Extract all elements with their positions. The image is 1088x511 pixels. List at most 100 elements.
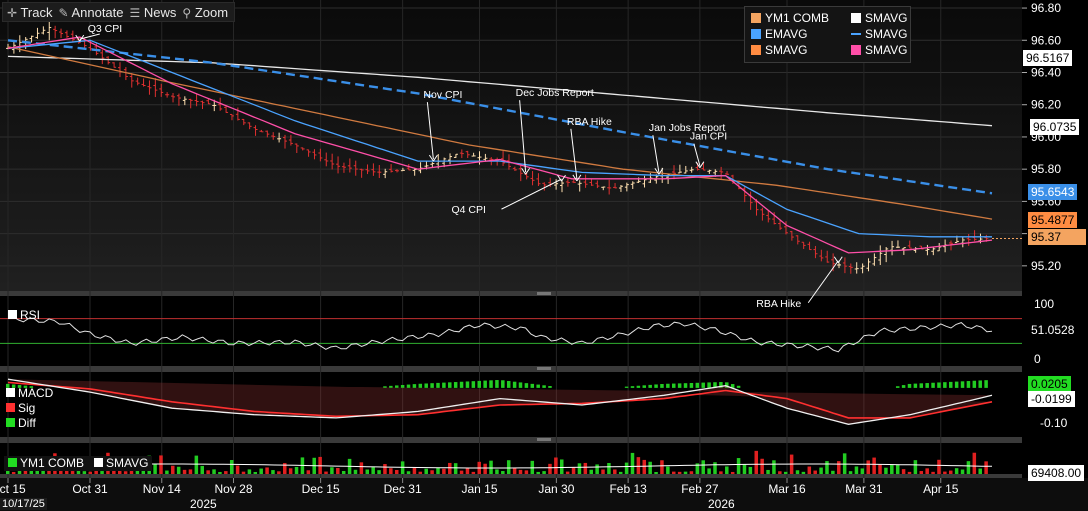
x-tick-label: Jan 30 (538, 482, 574, 496)
macd-diff-bar (630, 386, 635, 388)
volume-bar (265, 467, 269, 474)
volume-bar (294, 466, 299, 474)
volume-bar (783, 471, 788, 474)
macd-diff-bar (730, 384, 735, 388)
legend-item-smavg-dashed[interactable]: SMAVG (851, 27, 907, 41)
volume-bar (630, 452, 635, 474)
volume-bar (365, 469, 370, 474)
macd-diff-bar (17, 385, 22, 388)
panel-resize-handle (537, 292, 551, 295)
macd-diff-bar (23, 385, 28, 388)
volume-bar (848, 471, 853, 474)
x-axis-bg (0, 478, 1088, 511)
volume-bar (495, 469, 499, 474)
macd-diff-bar (400, 384, 405, 388)
news-button[interactable]: ☰ News (130, 5, 177, 20)
volume-bar (760, 458, 764, 474)
legend-item-smavg-pink[interactable]: SMAVG (851, 43, 907, 57)
legend-item-emavg[interactable]: EMAVG (751, 27, 807, 41)
x-tick-label: Nov 14 (143, 482, 181, 496)
volume-bar (648, 461, 652, 474)
volume-bar (459, 470, 464, 474)
volume-bar (88, 471, 93, 474)
volume-sma-legend-item[interactable]: SMAVG (94, 456, 148, 471)
annotation-leader (79, 33, 100, 40)
volume-bar (94, 470, 98, 474)
annotate-button[interactable]: ✎ Annotate (58, 5, 123, 20)
volume-bar (430, 470, 434, 474)
legend-swatch (851, 45, 861, 55)
annotation-arrow (833, 256, 843, 264)
legend-label: SMAVG (865, 43, 908, 57)
volume-bar (654, 471, 658, 474)
volume-bar (82, 471, 87, 474)
series-line-emavg-3 (7, 39, 992, 238)
volume-bar (424, 468, 428, 474)
volume-bar (966, 461, 971, 474)
x-tick-label: Mar 31 (845, 482, 883, 496)
macd-diff-bar (530, 383, 535, 388)
search-icon: ⚲ (182, 5, 192, 20)
diff-legend-item[interactable]: Diff (6, 416, 53, 431)
rsi-tick-100: 100 (1034, 297, 1055, 311)
annotation-label: Nov CPI (423, 89, 462, 101)
volume-legend: YM1 COMB SMAVG (4, 456, 153, 471)
volume-bar (330, 467, 334, 474)
volume-bar (778, 471, 782, 474)
volume-bar (224, 471, 228, 474)
volume-bar (506, 460, 511, 474)
macd-diff-bar (671, 383, 676, 388)
macd-diff-bar (719, 382, 723, 388)
macd-diff-bar (383, 386, 387, 388)
macd-diff-bar (6, 383, 10, 388)
volume-bar (860, 468, 865, 474)
annotation-leader (570, 128, 578, 179)
volume-bar (259, 468, 263, 474)
legend-swatch (751, 13, 761, 23)
volume-bar (288, 468, 293, 474)
macd-diff-bar (453, 382, 458, 388)
legend-item-smavg-orange[interactable]: SMAVG (751, 43, 807, 57)
legend-item-ym1-comb[interactable]: YM1 COMB (751, 11, 829, 25)
volume-bar (548, 463, 552, 474)
rsi-legend[interactable]: RSI (8, 308, 40, 322)
diff-label: Diff (18, 416, 36, 430)
volume-bar (772, 460, 776, 474)
legend-swatch (94, 458, 104, 467)
sig-legend-item[interactable]: Sig (6, 401, 53, 416)
y-tick-label: 95.20 (1031, 259, 1061, 273)
macd-legend-item[interactable]: MACD (6, 386, 53, 401)
legend-item-smavg-white[interactable]: SMAVG (851, 11, 907, 25)
volume-bar (601, 469, 605, 474)
macd-diff-bar (471, 381, 476, 388)
volume-legend-item[interactable]: YM1 COMB (8, 456, 84, 471)
price-tag-blue-sma: 95.6543 (1028, 184, 1078, 200)
annotation-label: Q3 CPI (88, 23, 122, 35)
volume-bar (489, 460, 493, 474)
macd-diff-bar (536, 384, 540, 388)
volume-bar (159, 455, 163, 474)
macd-tag-macd: -0.0199 (1028, 391, 1075, 407)
volume-bar (695, 463, 700, 474)
volume-bar (660, 460, 664, 474)
volume-bar (188, 469, 193, 474)
volume-bar (76, 470, 81, 474)
volume-bar (618, 471, 623, 474)
macd-diff-bar (418, 383, 423, 388)
volume-bar (501, 471, 505, 474)
annotation-label: Jan CPI (690, 131, 727, 143)
sig-label: Sig (18, 401, 36, 415)
volume-bar (819, 467, 823, 474)
volume-bar (277, 471, 281, 474)
track-button[interactable]: ✛ Track (7, 5, 52, 20)
zoom-button[interactable]: ⚲ Zoom (182, 5, 228, 20)
volume-bar (978, 468, 982, 474)
volume-bar (925, 468, 929, 474)
y-tick-label: 96.80 (1031, 1, 1061, 15)
legend-swatch (6, 403, 15, 412)
annotation-arrow (428, 154, 438, 162)
macd-diff-bar (636, 385, 641, 388)
volume-bar (64, 470, 69, 474)
macd-diff-bar (512, 381, 517, 388)
